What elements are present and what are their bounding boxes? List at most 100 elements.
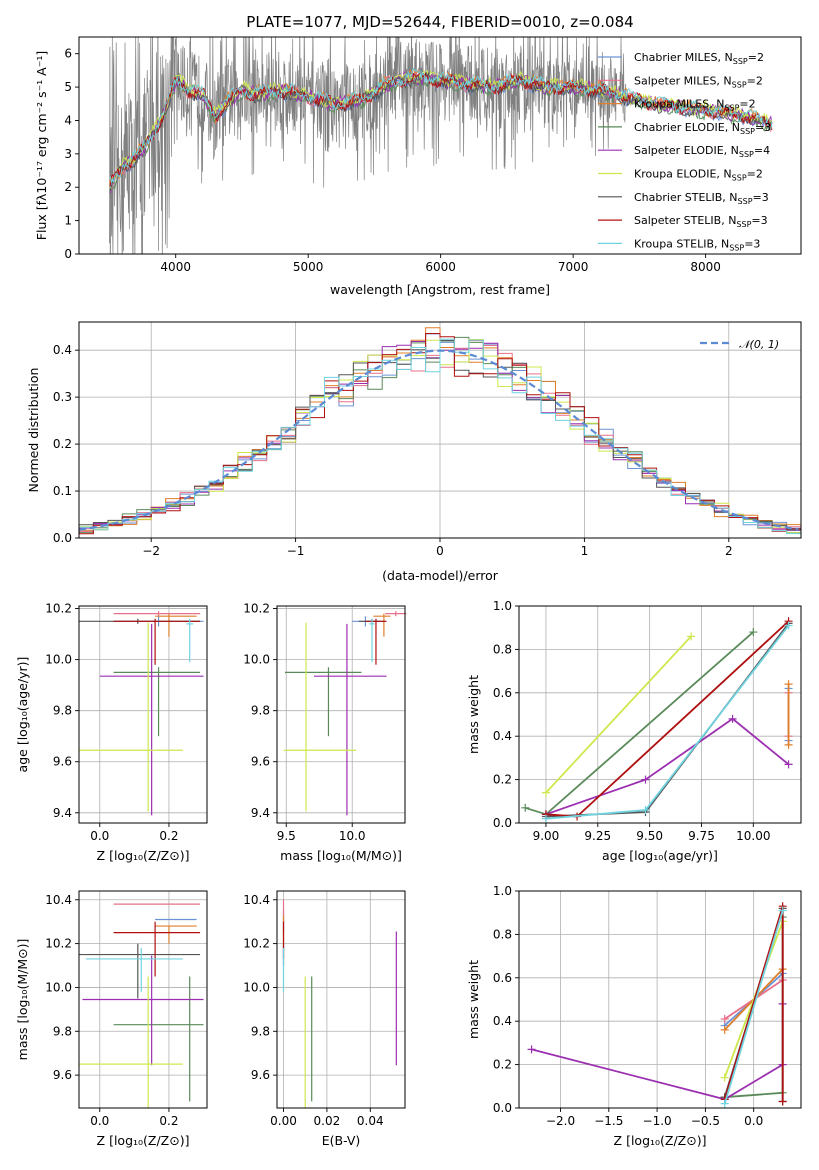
- y-tick-label: 0.2: [493, 1058, 512, 1072]
- axes-border: [518, 890, 802, 1109]
- x-tick-label: 2: [725, 544, 733, 558]
- y-tick-label: 10.2: [243, 602, 270, 616]
- legend-n: =3: [755, 121, 771, 134]
- x-tick-label: 0.0: [90, 1114, 109, 1128]
- x-tick-label: 9.5: [277, 829, 296, 843]
- weight-marker: [784, 680, 793, 689]
- axes-mass_vs_ebv: [277, 891, 405, 1108]
- x-axis-label: age [log₁₀(age/yr)]: [602, 848, 718, 863]
- legend-sub: SSP: [739, 150, 754, 159]
- y-axis-label: mass weight: [466, 960, 481, 1039]
- ticks-mass_vs_ebv: 0.00 0.02 0.04 9.6 9.8 10.0 10.2 10.4: [243, 890, 406, 1128]
- weight-marker: [749, 628, 758, 637]
- y-tick-label: 6: [64, 47, 72, 61]
- weight-marker: [720, 1015, 729, 1024]
- y-tick-label: 9.6: [53, 755, 72, 769]
- x-tick-label: 0.2: [159, 829, 178, 843]
- y-tick-label: 3: [64, 147, 72, 161]
- y-tick-label: 10.0: [243, 980, 270, 994]
- y-tick-label: 4: [64, 113, 72, 127]
- model-line-kroupa-stelib: [109, 67, 773, 183]
- chart-title: PLATE=1077, MJD=52644, FIBERID=0010, z=0…: [246, 13, 633, 31]
- weight-marker: [527, 1045, 536, 1054]
- legend-entry: Salpeter MILES, NSSP=2: [634, 74, 763, 89]
- x-tick-label: 6000: [425, 260, 456, 274]
- x-axis-label: Z [log₁₀(Z/Z⊙)]: [97, 1133, 190, 1148]
- y-axis-label: Flux [fλ10⁻¹⁷ erg cm⁻² s⁻¹ A⁻¹]: [34, 51, 49, 240]
- y-tick-label: 10.0: [45, 980, 72, 994]
- ticks-mass_vs_Z: 0.0 0.2 9.6 9.8 10.0 10.2 10.4: [45, 890, 208, 1128]
- x-tick-label: 9.00: [533, 829, 560, 843]
- legend-name: Kroupa ELODIE, N: [634, 168, 732, 181]
- ticks-residuals: −2 −1 0 1 2 0.0 0.1 0.2 0.3 0.4: [53, 321, 802, 558]
- ticks-age_vs_mass: 9.5 10.0 9.4 9.6 9.8 10.0 10.2: [243, 602, 406, 843]
- x-tick-label: 4000: [160, 260, 191, 274]
- x-axis-label: Z [log₁₀(Z/Z⊙)]: [97, 848, 190, 863]
- legend-entry: Chabrier STELIB, NSSP=3: [634, 191, 769, 206]
- axes-border: [78, 890, 208, 1109]
- x-tick-label: 0: [436, 544, 444, 558]
- x-tick-label: 10.00: [736, 829, 770, 843]
- y-tick-label: 0.8: [493, 642, 512, 656]
- y-axis-label: mass weight: [466, 675, 481, 754]
- x-tick-label: −1: [287, 544, 305, 558]
- y-tick-label: 0.4: [53, 343, 72, 357]
- axes-border: [78, 605, 208, 824]
- legend-entry: Chabrier ELODIE, NSSP=3: [634, 121, 771, 136]
- legend-n: =3: [751, 214, 767, 227]
- x-tick-label: 9.75: [688, 829, 715, 843]
- weight-marker: [778, 1097, 787, 1106]
- weight-line-salpeter-stelib: [545, 620, 790, 818]
- legend-name: Kroupa MILES, N: [634, 98, 724, 111]
- weights-weight_vs_Z: [527, 902, 787, 1108]
- axes-weight_vs_Z: [519, 890, 801, 1109]
- weight-line-salpeter-elodie: [545, 717, 790, 816]
- x-tick-label: 0.00: [270, 1114, 297, 1128]
- weight-line-kroupa-elodie: [545, 635, 692, 794]
- x-axis-label: (data-model)/error: [382, 568, 499, 583]
- y-tick-label: 0.6: [493, 971, 512, 985]
- legend-entry: Chabrier MILES, NSSP=2: [634, 51, 764, 66]
- legend-name: Salpeter MILES, N: [634, 74, 732, 87]
- y-tick-label: 0.0: [493, 1101, 512, 1115]
- x-tick-label: −1.0: [643, 1114, 672, 1128]
- y-tick-label: 0.8: [493, 927, 512, 941]
- errorbars-age_vs_mass: [283, 611, 407, 816]
- x-axis-label: Z [log₁₀(Z/Z⊙)]: [614, 1133, 707, 1148]
- y-tick-label: 0.0: [53, 531, 72, 545]
- y-tick-label: 0.2: [53, 437, 72, 451]
- weight-marker: [784, 760, 793, 769]
- legend-name: Chabrier STELIB, N: [634, 191, 738, 204]
- model-line-salpeter-stelib: [109, 70, 773, 187]
- spectrum-plot: [109, 37, 773, 254]
- y-tick-label: 10.2: [243, 937, 270, 951]
- weights-weight_vs_age: [521, 617, 793, 823]
- y-tick-label: 0.4: [493, 1014, 512, 1028]
- y-tick-label: 10.0: [45, 653, 72, 667]
- y-tick-label: 0.0: [493, 816, 512, 830]
- axes-border: [78, 36, 802, 255]
- legend-entry: Salpeter STELIB, NSSP=3: [634, 214, 768, 229]
- weight-line-kroupa-stelib: [723, 910, 784, 1104]
- weight-marker: [641, 775, 650, 784]
- weight-marker: [720, 1099, 729, 1108]
- legend-n: =4: [754, 144, 770, 157]
- y-tick-label: 1: [64, 214, 72, 228]
- legend-name: Chabrier MILES, N: [634, 51, 733, 64]
- y-tick-label: 1.0: [493, 599, 512, 613]
- x-tick-label: 9.50: [636, 829, 663, 843]
- x-axis-label: wavelength [Angstrom, rest frame]: [330, 282, 550, 297]
- x-tick-label: 9.25: [584, 829, 611, 843]
- errorbars-age_vs_Z: [79, 611, 204, 816]
- y-tick-label: 0.6: [493, 686, 512, 700]
- y-axis-label: Normed distribution: [26, 368, 41, 493]
- axes-age_vs_mass: [277, 606, 405, 823]
- y-tick-label: 9.4: [251, 806, 270, 820]
- x-axis-label: mass [log₁₀(M/M⊙)]: [280, 848, 402, 863]
- y-tick-label: 0.2: [493, 773, 512, 787]
- x-tick-label: −2: [142, 544, 160, 558]
- y-tick-label: 10.2: [45, 937, 72, 951]
- gaussian-curve: [78, 349, 799, 531]
